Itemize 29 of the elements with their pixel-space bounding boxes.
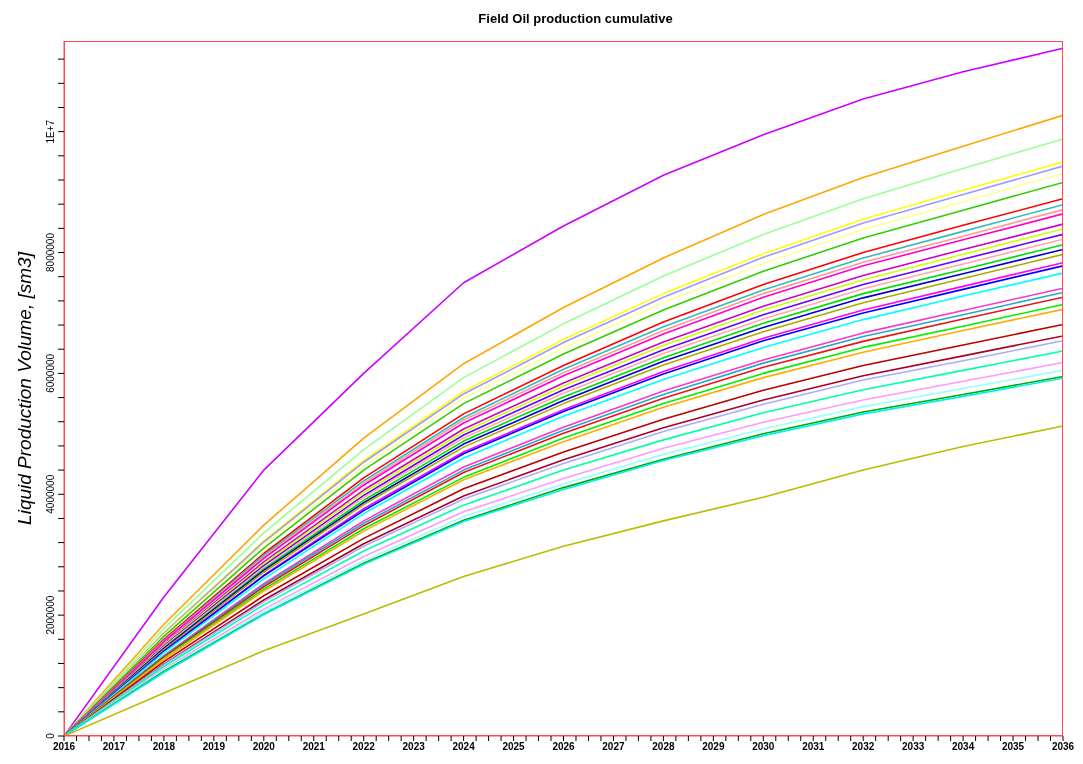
x-tick-label: 2031 [802,741,825,753]
x-tick-label: 2035 [1001,741,1025,753]
y-tick-label: 1E+7 [45,119,56,144]
x-tick-label: 2020 [252,741,276,753]
x-tick-label: 2024 [452,741,476,753]
x-tick-label: 2026 [552,741,576,753]
y-axis-title: Liquid Production Volume, [sm3] [13,251,35,525]
x-tick-label: 2016 [52,741,76,753]
x-tick-label: 2023 [402,741,426,753]
y-tick-label: 4000000 [45,474,56,514]
y-tick-label: 6000000 [45,353,56,393]
x-tick-label: 2018 [152,741,176,753]
x-tick-label: 2022 [352,741,376,753]
x-tick-label: 2028 [652,741,675,753]
x-tick-label: 2025 [502,741,526,753]
chart-title: Field Oil production cumulative [477,10,674,28]
x-tick-label: 2021 [302,741,326,753]
x-tick-label: 2027 [602,741,626,753]
x-tick-label: 2032 [852,741,875,753]
x-tick-label: 2033 [902,741,925,753]
x-tick-label: 2034 [951,741,975,753]
y-tick-label: 8000000 [45,232,56,272]
y-tick-label: 0 [45,732,56,739]
x-tick-label: 2019 [202,741,226,753]
x-tick-label: 2017 [102,741,126,753]
y-tick-label: 2000000 [45,595,56,635]
x-tick-label: 2036 [1051,741,1075,753]
x-tick-label: 2029 [702,741,725,753]
x-tick-label: 2030 [752,741,775,753]
